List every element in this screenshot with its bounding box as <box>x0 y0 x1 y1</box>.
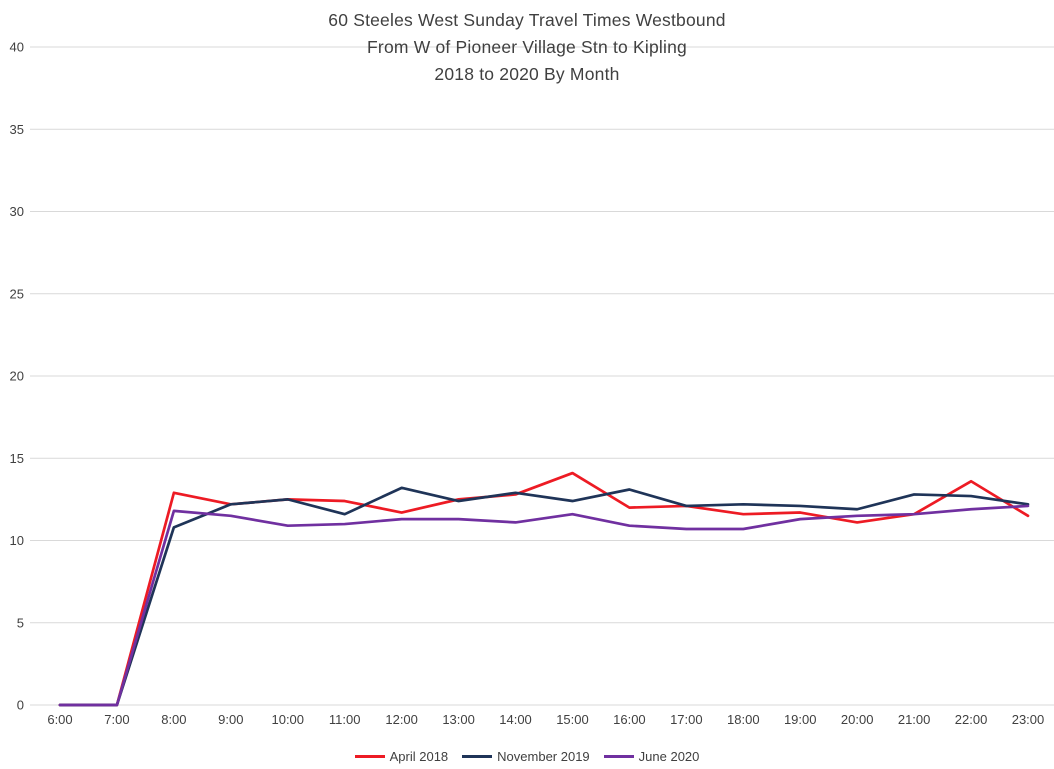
y-axis-tick-label-20: 20 <box>10 369 24 384</box>
y-axis-tick-label-35: 35 <box>10 122 24 137</box>
x-axis-tick-label-8:00: 8:00 <box>161 712 186 727</box>
x-axis-tick-label-9:00: 9:00 <box>218 712 243 727</box>
legend-swatch-june-2020 <box>603 754 634 759</box>
series-line-april-2018 <box>58 471 1030 707</box>
chart-title-line3: 2018 to 2020 By Month <box>434 64 620 84</box>
legend-swatch-november-2019 <box>462 754 493 759</box>
y-axis-tick-label-0: 0 <box>17 698 24 713</box>
x-axis-tick-label-15:00: 15:00 <box>556 712 589 727</box>
x-axis-tick-label-23:00: 23:00 <box>1012 712 1045 727</box>
y-axis-tick-label-15: 15 <box>10 451 24 466</box>
y-axis-tick-label-40: 40 <box>10 40 24 55</box>
chart-title-line1: 60 Steeles West Sunday Travel Times West… <box>328 10 726 30</box>
series-line-november-2019 <box>58 486 1030 707</box>
legend-swatch-april-2018 <box>354 754 385 759</box>
x-axis-tick-label-19:00: 19:00 <box>784 712 817 727</box>
x-axis-tick-label-18:00: 18:00 <box>727 712 760 727</box>
legend-label-november-2019: November 2019 <box>497 749 590 764</box>
legend-item-april-2018: April 2018 <box>354 749 449 764</box>
x-axis-tick-label-10:00: 10:00 <box>271 712 304 727</box>
x-axis-tick-label-20:00: 20:00 <box>841 712 874 727</box>
legend-label-april-2018: April 2018 <box>389 749 449 764</box>
legend-item-november-2019: November 2019 <box>462 749 590 764</box>
y-axis-tick-label-25: 25 <box>10 286 24 301</box>
x-axis-tick-label-22:00: 22:00 <box>955 712 988 727</box>
x-axis-tick-label-11:00: 11:00 <box>329 712 361 727</box>
x-axis-tick-label-14:00: 14:00 <box>499 712 532 727</box>
chart-title-line2: From W of Pioneer Village Stn to Kipling <box>367 37 687 57</box>
y-axis-tick-label-30: 30 <box>10 204 24 219</box>
x-axis-tick-label-13:00: 13:00 <box>442 712 475 727</box>
y-axis-tick-label-10: 10 <box>10 533 24 548</box>
x-axis-tick-label-12:00: 12:00 <box>385 712 418 727</box>
x-axis-tick-label-17:00: 17:00 <box>670 712 703 727</box>
x-axis-tick-label-16:00: 16:00 <box>613 712 646 727</box>
x-axis-tick-label-6:00: 6:00 <box>47 712 72 727</box>
legend-label-june-2020: June 2020 <box>638 749 700 764</box>
chart-title: 60 Steeles West Sunday Travel Times West… <box>0 7 1054 88</box>
y-axis-tick-label-5: 5 <box>17 615 24 630</box>
legend-item-june-2020: June 2020 <box>603 749 700 764</box>
x-axis-tick-label-7:00: 7:00 <box>104 712 129 727</box>
chart-legend: April 2018 November 2019 June 2020 <box>0 749 1054 764</box>
x-axis-tick-label-21:00: 21:00 <box>898 712 931 727</box>
series-line-june-2020 <box>58 504 1030 707</box>
